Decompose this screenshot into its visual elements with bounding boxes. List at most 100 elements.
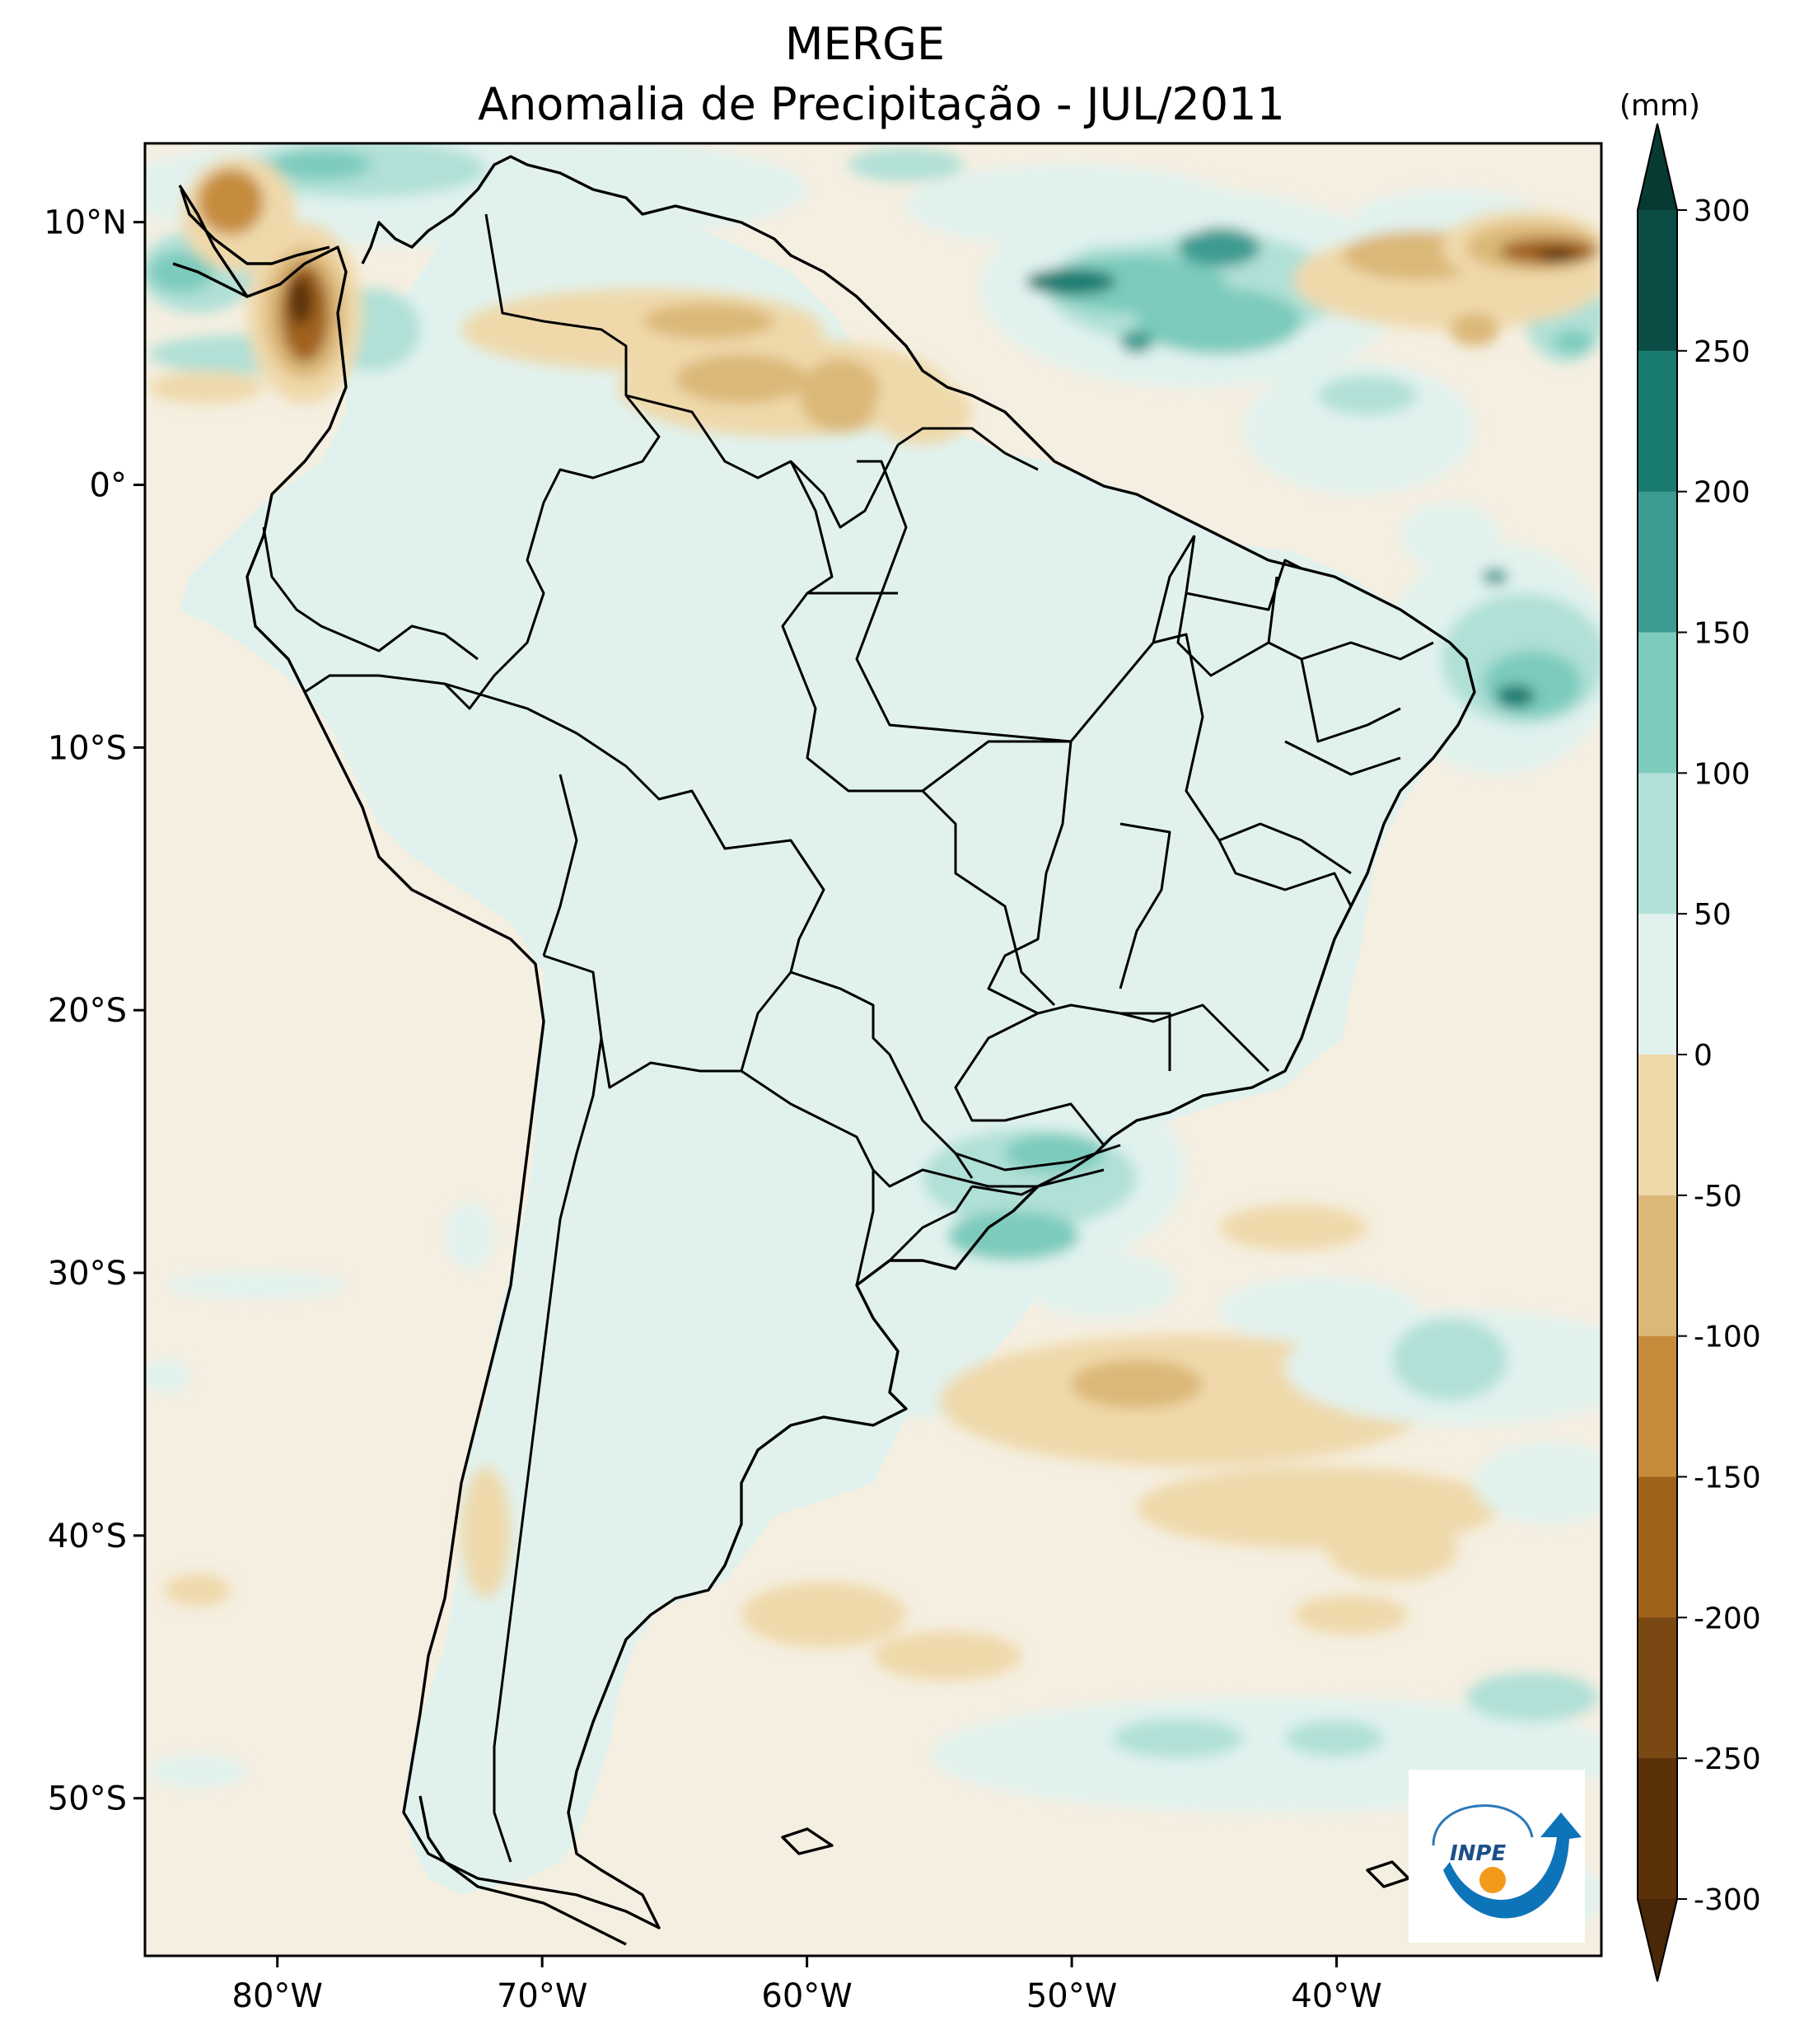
colorbar-tick-label: -50	[1694, 1180, 1742, 1214]
inpe-logo: INPE	[1409, 1770, 1585, 1943]
colorbar-segment	[1638, 1335, 1677, 1477]
inpe-logo-icon	[1432, 1804, 1582, 1919]
anomaly-area	[1318, 376, 1417, 415]
land-anomaly-fill	[180, 173, 1475, 1895]
colorbar-tick-label: -200	[1694, 1602, 1761, 1635]
anomaly-area	[145, 1359, 189, 1392]
country-borders	[262, 213, 1072, 1863]
anomaly-area	[1112, 1719, 1244, 1758]
anomaly-area	[906, 165, 1236, 247]
anomaly-area	[1326, 1516, 1458, 1582]
colorbar-segment	[1638, 350, 1677, 493]
y-tick-label: 0°	[90, 466, 127, 504]
anomaly-area	[799, 358, 881, 433]
coastlines-and-borders	[172, 155, 1476, 1946]
anomaly-area	[1120, 330, 1153, 353]
anomaly-area	[148, 371, 264, 404]
anomaly-area	[461, 1466, 511, 1598]
anomaly-area	[1219, 1204, 1367, 1251]
colorbar-tick-label: 0	[1694, 1039, 1713, 1073]
colorbar-segment	[1638, 914, 1677, 1055]
y-tick-label: 30°S	[48, 1255, 127, 1293]
anomaly-area	[643, 303, 774, 339]
brazil-state-borders	[781, 460, 1434, 1188]
x-tick-label: 40°W	[1291, 1977, 1381, 2015]
colorbar-segment	[1638, 491, 1677, 633]
anomaly-area	[148, 1755, 247, 1788]
axis-ticks: 80°W 70°W 60°W 50°W 40°W 10°N 0° 10°S 20°S 30°S 40…	[44, 204, 1382, 2015]
colorbar-tick-label: -250	[1694, 1742, 1761, 1776]
anomaly-area	[1285, 1720, 1384, 1756]
colorbar-unit: (mm)	[1619, 89, 1700, 123]
anomaly-area	[165, 1574, 231, 1607]
colorbar-extend-top	[1638, 124, 1677, 210]
anomaly-area	[1537, 249, 1577, 262]
colorbar-tick-label: 200	[1694, 476, 1750, 510]
colorbar-segment	[1638, 210, 1677, 352]
anomaly-area	[1071, 1359, 1203, 1409]
colorbar-segment	[1638, 1758, 1677, 1900]
anomaly-area	[1293, 1595, 1409, 1635]
y-tick-label: 10°S	[48, 729, 127, 767]
y-tick-label: 50°S	[48, 1780, 127, 1818]
anomaly-area	[1482, 568, 1508, 585]
x-tick-label: 80°W	[232, 1977, 323, 2015]
anomaly-area	[675, 354, 807, 404]
colorbar-tick-label: -150	[1694, 1462, 1761, 1495]
x-tick-label: 70°W	[497, 1977, 587, 2015]
colorbar-tick-label: -300	[1694, 1883, 1761, 1917]
south-america-coastline	[178, 155, 1476, 1929]
colorbar-segment	[1638, 632, 1677, 774]
anomaly-area	[1030, 1252, 1178, 1318]
anomaly-area	[445, 1203, 494, 1269]
x-tick-label: 50°W	[1026, 1977, 1117, 2015]
anomaly-area	[1496, 685, 1535, 708]
colorbar-segment	[1638, 773, 1677, 914]
anomaly-area	[272, 150, 371, 180]
anomaly-area	[1466, 1672, 1598, 1722]
y-tick-label: 40°S	[48, 1518, 127, 1555]
map-panel	[145, 143, 1601, 1956]
anomaly-area	[1178, 227, 1260, 267]
central-america-coastline	[172, 189, 330, 298]
title-line-1: MERGE	[785, 18, 945, 70]
y-tick-label: 20°S	[48, 992, 127, 1030]
anomaly-area	[873, 1631, 1021, 1681]
anomaly-area	[1450, 313, 1499, 346]
title-line-2: Anomalia de Precipitação - JUL/2011	[478, 78, 1285, 130]
anomaly-area	[198, 169, 264, 235]
anomaly-area	[1392, 1318, 1507, 1401]
y-tick-label: 10°N	[44, 204, 127, 242]
colorbar-tick-label: -100	[1694, 1321, 1761, 1354]
anomaly-area	[1400, 503, 1499, 568]
anomaly-area	[1475, 1442, 1601, 1524]
colorbar-tick-label: 100	[1694, 757, 1750, 791]
colorbar-segment	[1638, 1055, 1677, 1196]
colorbar-tick-label: 150	[1694, 617, 1750, 651]
anomaly-area	[1554, 330, 1593, 353]
colorbar-tick-label: 250	[1694, 335, 1750, 369]
anomaly-area	[873, 379, 972, 445]
anomaly-area	[1359, 610, 1442, 676]
anomaly-area	[1137, 288, 1302, 354]
anomaly-area	[741, 1582, 906, 1648]
anomaly-area	[165, 1272, 346, 1298]
logo-text: INPE	[1450, 1841, 1506, 1866]
anomaly-area	[848, 148, 964, 181]
colorbar-tick-label: 50	[1694, 898, 1732, 932]
anomaly-area	[1026, 269, 1116, 295]
anomaly-area	[288, 276, 313, 325]
anomaly-area	[947, 1211, 1079, 1261]
colorbar-segment	[1638, 1476, 1677, 1618]
map-frame	[143, 142, 1603, 1957]
anomaly-area	[1219, 1277, 1417, 1343]
colorbar-segment	[1638, 1617, 1677, 1759]
colorbar-tick-label: 300	[1694, 194, 1750, 228]
colorbar-extend-bottom	[1638, 1899, 1677, 1981]
colorbar: (mm) 300 250 200 150 100 50 0 -50 -100 -150 -200 -2…	[1619, 89, 1761, 1982]
x-tick-label: 60°W	[761, 1977, 852, 2015]
anomaly-area	[1483, 651, 1582, 717]
anomaly-area	[148, 251, 214, 292]
